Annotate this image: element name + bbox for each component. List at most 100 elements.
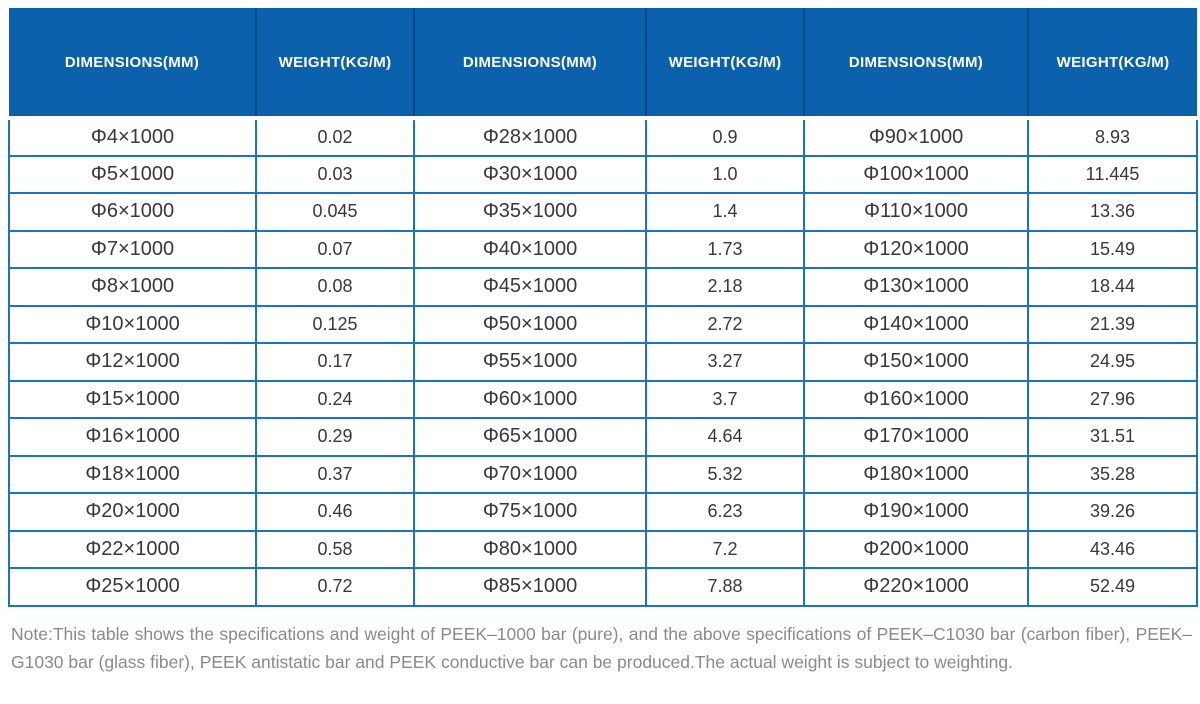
table-row: Φ6×1000 0.045 Φ35×1000 1.4 Φ110×1000 13.… bbox=[8, 192, 1198, 232]
table-footnote: Note:This table shows the specifications… bbox=[11, 623, 1192, 672]
weight-cell: 0.07 bbox=[255, 229, 415, 269]
weight-cell: 0.46 bbox=[255, 492, 415, 532]
dimension-cell: Φ7×1000 bbox=[8, 229, 257, 269]
dimension-cell: Φ90×1000 bbox=[803, 117, 1029, 157]
table-row: Φ4×1000 0.02 Φ28×1000 0.9 Φ90×1000 8.93 bbox=[8, 117, 1198, 157]
dimension-cell: Φ190×1000 bbox=[803, 492, 1029, 532]
weight-cell: 7.88 bbox=[645, 567, 805, 607]
dimension-cell: Φ5×1000 bbox=[8, 154, 257, 194]
weight-cell: 24.95 bbox=[1027, 342, 1198, 382]
weight-cell: 1.4 bbox=[645, 192, 805, 232]
peek-bar-spec-table: DIMENSIONS(MM) WEIGHT(KG/M) DIMENSIONS(M… bbox=[8, 8, 1198, 607]
dimension-cell: Φ70×1000 bbox=[413, 454, 647, 494]
table-row: Φ25×1000 0.72 Φ85×1000 7.88 Φ220×1000 52… bbox=[8, 567, 1198, 607]
dimension-cell: Φ4×1000 bbox=[8, 117, 257, 157]
header-dimensions-1: DIMENSIONS(MM) bbox=[9, 8, 256, 120]
dimension-cell: Φ18×1000 bbox=[8, 454, 257, 494]
header-weight-1: WEIGHT(KG/M) bbox=[255, 8, 414, 120]
table-body: Φ4×1000 0.02 Φ28×1000 0.9 Φ90×1000 8.93 … bbox=[8, 117, 1198, 607]
weight-cell: 0.24 bbox=[255, 379, 415, 419]
dimension-cell: Φ55×1000 bbox=[413, 342, 647, 382]
weight-cell: 3.27 bbox=[645, 342, 805, 382]
dimension-cell: Φ85×1000 bbox=[413, 567, 647, 607]
weight-cell: 43.46 bbox=[1027, 529, 1198, 569]
weight-cell: 15.49 bbox=[1027, 229, 1198, 269]
dimension-cell: Φ180×1000 bbox=[803, 454, 1029, 494]
weight-cell: 0.02 bbox=[255, 117, 415, 157]
table-row: Φ5×1000 0.03 Φ30×1000 1.0 Φ100×1000 11.4… bbox=[8, 154, 1198, 194]
weight-cell: 1.0 bbox=[645, 154, 805, 194]
weight-cell: 21.39 bbox=[1027, 304, 1198, 344]
weight-cell: 0.125 bbox=[255, 304, 415, 344]
header-dimensions-3: DIMENSIONS(MM) bbox=[803, 8, 1028, 120]
dimension-cell: Φ8×1000 bbox=[8, 267, 257, 307]
dimension-cell: Φ20×1000 bbox=[8, 492, 257, 532]
dimension-cell: Φ15×1000 bbox=[8, 379, 257, 419]
weight-cell: 7.2 bbox=[645, 529, 805, 569]
dimension-cell: Φ140×1000 bbox=[803, 304, 1029, 344]
weight-cell: 39.26 bbox=[1027, 492, 1198, 532]
weight-cell: 0.03 bbox=[255, 154, 415, 194]
weight-cell: 31.51 bbox=[1027, 417, 1198, 457]
table-row: Φ7×1000 0.07 Φ40×1000 1.73 Φ120×1000 15.… bbox=[8, 229, 1198, 269]
weight-cell: 5.32 bbox=[645, 454, 805, 494]
dimension-cell: Φ150×1000 bbox=[803, 342, 1029, 382]
weight-cell: 0.58 bbox=[255, 529, 415, 569]
weight-cell: 0.72 bbox=[255, 567, 415, 607]
weight-cell: 27.96 bbox=[1027, 379, 1198, 419]
weight-cell: 0.045 bbox=[255, 192, 415, 232]
dimension-cell: Φ35×1000 bbox=[413, 192, 647, 232]
weight-cell: 13.36 bbox=[1027, 192, 1198, 232]
weight-cell: 3.7 bbox=[645, 379, 805, 419]
table-row: Φ16×1000 0.29 Φ65×1000 4.64 Φ170×1000 31… bbox=[8, 417, 1198, 457]
weight-cell: 35.28 bbox=[1027, 454, 1198, 494]
dimension-cell: Φ170×1000 bbox=[803, 417, 1029, 457]
dimension-cell: Φ10×1000 bbox=[8, 304, 257, 344]
table-row: Φ22×1000 0.58 Φ80×1000 7.2 Φ200×1000 43.… bbox=[8, 529, 1198, 569]
header-dimensions-2: DIMENSIONS(MM) bbox=[413, 8, 646, 120]
table-row: Φ18×1000 0.37 Φ70×1000 5.32 Φ180×1000 35… bbox=[8, 454, 1198, 494]
table-row: Φ20×1000 0.46 Φ75×1000 6.23 Φ190×1000 39… bbox=[8, 492, 1198, 532]
weight-cell: 2.18 bbox=[645, 267, 805, 307]
dimension-cell: Φ160×1000 bbox=[803, 379, 1029, 419]
dimension-cell: Φ75×1000 bbox=[413, 492, 647, 532]
table-row: Φ12×1000 0.17 Φ55×1000 3.27 Φ150×1000 24… bbox=[8, 342, 1198, 382]
dimension-cell: Φ50×1000 bbox=[413, 304, 647, 344]
dimension-cell: Φ200×1000 bbox=[803, 529, 1029, 569]
dimension-cell: Φ12×1000 bbox=[8, 342, 257, 382]
weight-cell: 0.08 bbox=[255, 267, 415, 307]
dimension-cell: Φ80×1000 bbox=[413, 529, 647, 569]
dimension-cell: Φ30×1000 bbox=[413, 154, 647, 194]
weight-cell: 0.29 bbox=[255, 417, 415, 457]
weight-cell: 0.9 bbox=[645, 117, 805, 157]
weight-cell: 1.73 bbox=[645, 229, 805, 269]
weight-cell: 18.44 bbox=[1027, 267, 1198, 307]
header-weight-3: WEIGHT(KG/M) bbox=[1027, 8, 1197, 120]
dimension-cell: Φ100×1000 bbox=[803, 154, 1029, 194]
weight-cell: 2.72 bbox=[645, 304, 805, 344]
table-row: Φ10×1000 0.125 Φ50×1000 2.72 Φ140×1000 2… bbox=[8, 304, 1198, 344]
table-row: Φ8×1000 0.08 Φ45×1000 2.18 Φ130×1000 18.… bbox=[8, 267, 1198, 307]
weight-cell: 52.49 bbox=[1027, 567, 1198, 607]
table-header-row: DIMENSIONS(MM) WEIGHT(KG/M) DIMENSIONS(M… bbox=[9, 8, 1197, 120]
weight-cell: 0.37 bbox=[255, 454, 415, 494]
dimension-cell: Φ130×1000 bbox=[803, 267, 1029, 307]
dimension-cell: Φ40×1000 bbox=[413, 229, 647, 269]
weight-cell: 4.64 bbox=[645, 417, 805, 457]
header-weight-2: WEIGHT(KG/M) bbox=[645, 8, 804, 120]
weight-cell: 6.23 bbox=[645, 492, 805, 532]
dimension-cell: Φ120×1000 bbox=[803, 229, 1029, 269]
weight-cell: 11.445 bbox=[1027, 154, 1198, 194]
dimension-cell: Φ110×1000 bbox=[803, 192, 1029, 232]
dimension-cell: Φ220×1000 bbox=[803, 567, 1029, 607]
dimension-cell: Φ45×1000 bbox=[413, 267, 647, 307]
weight-cell: 0.17 bbox=[255, 342, 415, 382]
dimension-cell: Φ16×1000 bbox=[8, 417, 257, 457]
dimension-cell: Φ25×1000 bbox=[8, 567, 257, 607]
weight-cell: 8.93 bbox=[1027, 117, 1198, 157]
dimension-cell: Φ28×1000 bbox=[413, 117, 647, 157]
table-row: Φ15×1000 0.24 Φ60×1000 3.7 Φ160×1000 27.… bbox=[8, 379, 1198, 419]
dimension-cell: Φ65×1000 bbox=[413, 417, 647, 457]
dimension-cell: Φ60×1000 bbox=[413, 379, 647, 419]
